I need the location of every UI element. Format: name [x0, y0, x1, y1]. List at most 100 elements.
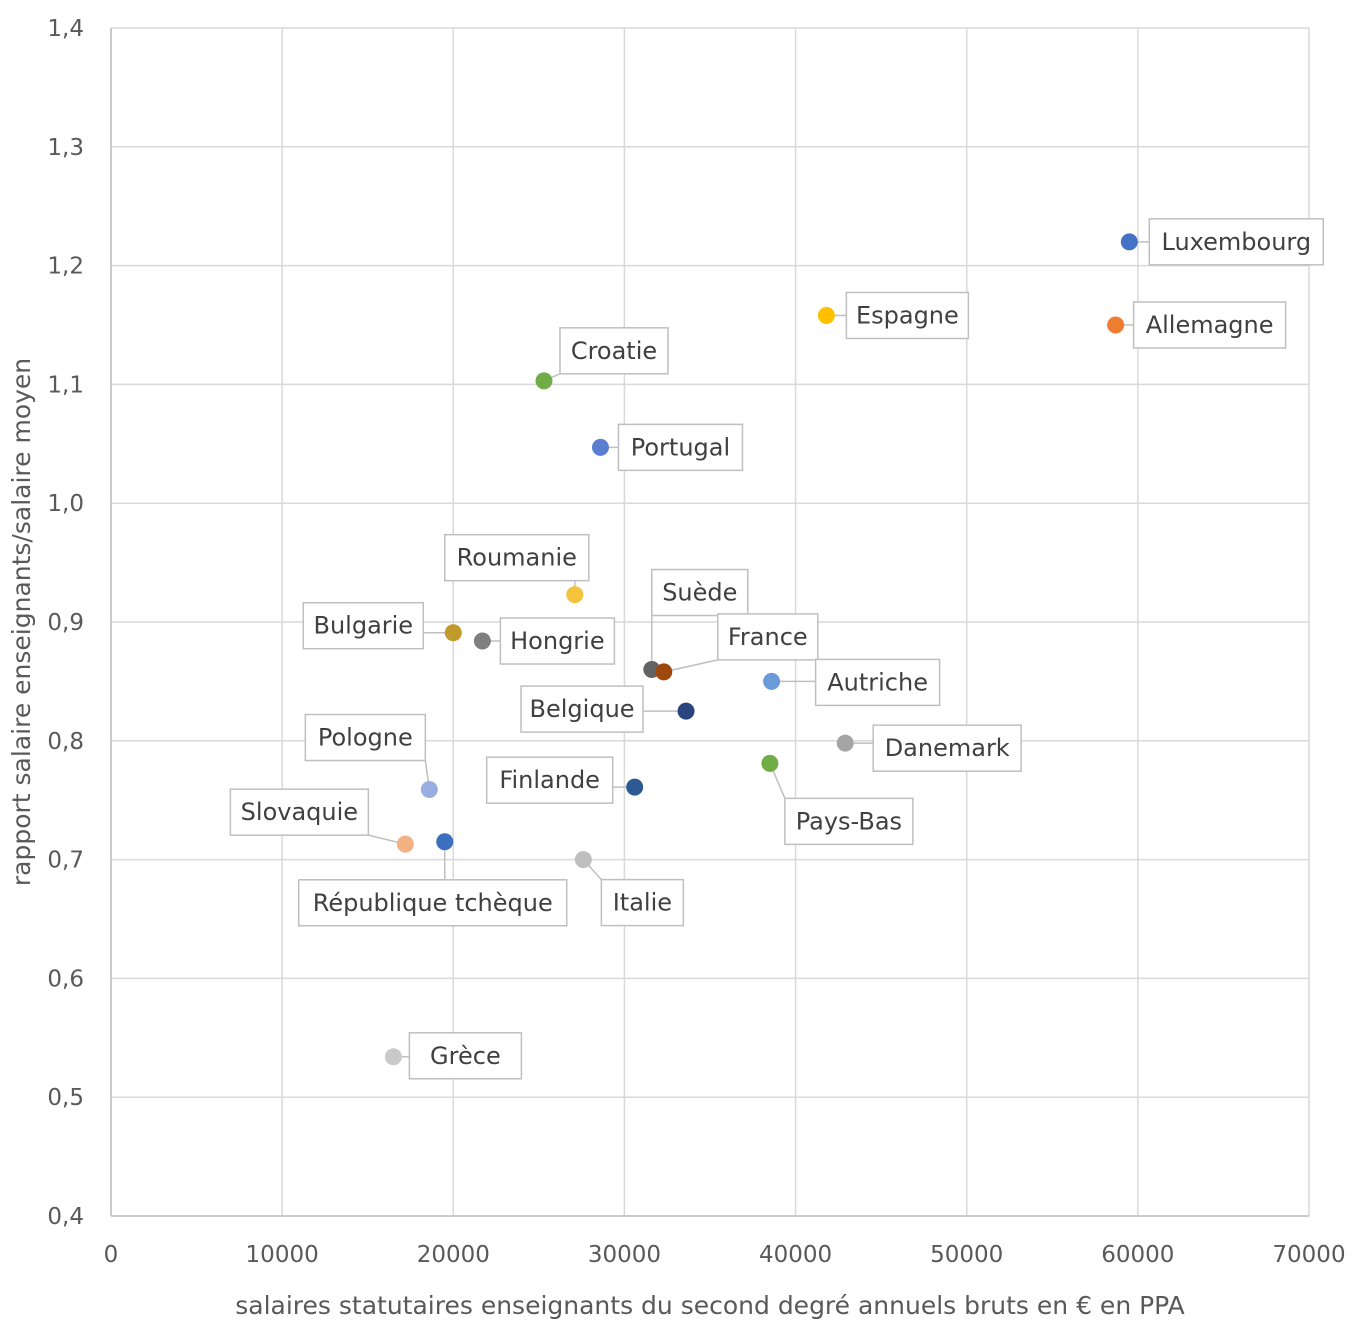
data-label-text: Bulgarie — [313, 612, 413, 640]
data-point — [1107, 316, 1125, 334]
data-label-text: Autriche — [827, 668, 928, 696]
data-point — [436, 833, 454, 851]
data-label-slovaquie: Slovaquie — [229, 788, 370, 836]
data-point — [836, 734, 854, 752]
data-label-text: Luxembourg — [1162, 228, 1312, 256]
data-label-text: Portugal — [631, 433, 730, 461]
data-label-box — [559, 327, 669, 375]
data-label-text: Pologne — [318, 724, 413, 752]
data-point — [591, 438, 609, 456]
data-label-box — [1148, 218, 1325, 266]
data-label-finlande: Finlande — [485, 756, 614, 804]
data-label-croatie: Croatie — [559, 327, 669, 375]
y-tick-label: 0,4 — [47, 1204, 84, 1230]
x-tick-label: 40000 — [759, 1242, 832, 1268]
data-label-box — [520, 685, 644, 733]
data-label-text: Danemark — [885, 734, 1010, 762]
data-label-text: Espagne — [856, 301, 959, 329]
data-point — [655, 663, 673, 681]
y-tick-label: 1,0 — [47, 491, 84, 517]
data-label-r-publique-tch-que: République tchèque — [297, 879, 568, 927]
data-label-su-de: Suède — [651, 568, 749, 617]
x-tick-label: 30000 — [588, 1242, 661, 1268]
data-point — [420, 781, 438, 799]
y-tick-label: 1,3 — [47, 135, 84, 161]
x-tick-label: 0 — [104, 1242, 119, 1268]
data-label-text: Croatie — [571, 337, 657, 365]
data-point — [535, 372, 553, 390]
data-point — [626, 778, 644, 796]
data-label-box — [600, 878, 685, 927]
data-label-belgique: Belgique — [520, 685, 644, 733]
y-tick-label: 0,9 — [47, 610, 84, 636]
data-label-text: France — [728, 623, 808, 651]
data-label-box — [717, 613, 819, 661]
data-point — [444, 624, 462, 642]
data-label-box — [229, 788, 370, 836]
data-point — [761, 754, 779, 772]
data-label-text: Allemagne — [1146, 311, 1274, 339]
data-point — [677, 702, 695, 720]
data-label-box — [499, 617, 616, 665]
data-label-box — [1132, 301, 1287, 349]
y-tick-label: 1,4 — [47, 16, 84, 42]
data-point — [396, 835, 414, 853]
y-tick-label: 1,1 — [47, 372, 84, 398]
data-label-box — [845, 291, 970, 340]
y-tick-label: 0,6 — [47, 966, 84, 992]
data-label-pays-bas: Pays-Bas — [784, 797, 914, 846]
y-tick-label: 0,7 — [47, 848, 84, 874]
label-leaders — [368, 241, 1150, 1058]
data-point — [566, 586, 584, 604]
data-label-box — [297, 879, 568, 927]
data-label-text: Italie — [613, 889, 672, 917]
data-point — [473, 632, 491, 650]
data-label-text: Grèce — [430, 1042, 501, 1070]
x-tick-label: 50000 — [930, 1242, 1003, 1268]
data-point — [763, 672, 781, 690]
y-tick-label: 0,8 — [47, 729, 84, 755]
data-point — [817, 306, 835, 324]
data-label-gr-ce: Grèce — [408, 1032, 523, 1080]
data-label-italie: Italie — [600, 878, 685, 927]
y-tick-label: 0,5 — [47, 1085, 84, 1111]
x-tick-label: 70000 — [1272, 1242, 1345, 1268]
x-tick-label: 60000 — [1101, 1242, 1174, 1268]
data-label-portugal: Portugal — [617, 423, 744, 472]
x-tick-label: 10000 — [246, 1242, 319, 1268]
data-label-pologne: Pologne — [304, 713, 427, 762]
data-label-text: Finlande — [499, 766, 600, 794]
data-label-hongrie: Hongrie — [499, 617, 616, 665]
y-tick-label: 1,2 — [47, 254, 84, 280]
leader-line — [663, 659, 718, 673]
data-label-text: Suède — [662, 579, 737, 607]
data-label-text: Slovaquie — [241, 798, 358, 826]
data-label-luxembourg: Luxembourg — [1148, 218, 1325, 266]
data-label-box — [784, 797, 914, 846]
data-label-text: Belgique — [530, 695, 635, 723]
data-label-text: Pays-Bas — [796, 807, 902, 835]
data-label-espagne: Espagne — [845, 291, 970, 340]
data-label-box — [408, 1032, 523, 1080]
data-label-autriche: Autriche — [814, 658, 941, 707]
data-label-box — [814, 658, 941, 707]
data-label-box — [444, 533, 590, 582]
data-label-roumanie: Roumanie — [444, 533, 590, 582]
data-labels: Luxembourg Allemagne Espagne Croatie Portuga… — [229, 218, 1325, 1080]
data-label-text: Roumanie — [457, 544, 577, 572]
data-label-allemagne: Allemagne — [1132, 301, 1287, 349]
data-label-box — [872, 724, 1022, 772]
data-label-text: Hongrie — [510, 627, 604, 655]
data-point — [384, 1048, 402, 1066]
data-point — [574, 851, 592, 869]
data-label-box — [651, 568, 749, 617]
x-axis-title: salaires statutaires enseignants du seco… — [235, 1291, 1185, 1320]
data-label-text: République tchèque — [313, 889, 553, 917]
data-label-box — [302, 601, 425, 650]
data-label-box — [617, 423, 744, 472]
x-axis-ticks: 0 10000 20000 30000 40000 50000 60000 70000 — [104, 1242, 1346, 1268]
gridlines — [110, 27, 1310, 1217]
data-label-france: France — [717, 613, 819, 661]
data-label-box — [304, 713, 427, 762]
